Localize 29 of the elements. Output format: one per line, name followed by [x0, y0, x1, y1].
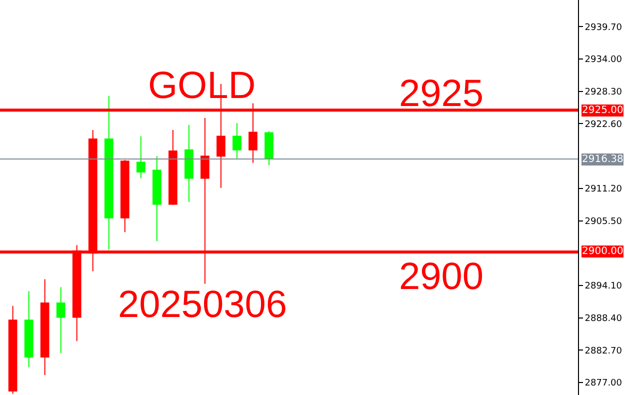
candlestick [232, 122, 242, 159]
y-tick-label: 2905.50 [584, 216, 622, 227]
candlestick [104, 95, 114, 250]
ref-line-label: 2900.00 [582, 246, 624, 257]
y-tick-label: 2928.30 [584, 88, 622, 98]
annotation: GOLD [148, 65, 256, 107]
y-tick-label: 2939.70 [584, 22, 622, 33]
candlestick [56, 286, 66, 354]
y-tick-label: 2911.20 [584, 184, 622, 195]
candlestick [120, 160, 130, 233]
candlestick [264, 130, 274, 166]
annotation: 20250306 [118, 284, 288, 326]
y-tick-label: 2882.70 [584, 346, 622, 356]
candlestick [152, 156, 162, 242]
candlestick [8, 305, 18, 394]
annotation: 2900 [399, 256, 484, 298]
candlestick [168, 129, 178, 206]
y-tick-label: 2922.60 [584, 120, 622, 130]
candlestick [40, 278, 50, 376]
ref-line-label: 2925.00 [582, 105, 624, 116]
y-tick-label: 2934.00 [584, 55, 622, 66]
candlestick [136, 136, 146, 179]
ref-line-label: 2916.38 [582, 154, 624, 165]
candlestick [24, 290, 34, 368]
candlestick [184, 124, 194, 203]
annotation: 2925 [399, 73, 484, 115]
y-tick-label: 2888.40 [584, 314, 622, 324]
y-tick-label: 2877.00 [584, 378, 622, 389]
y-tick-label: 2894.10 [584, 282, 622, 292]
